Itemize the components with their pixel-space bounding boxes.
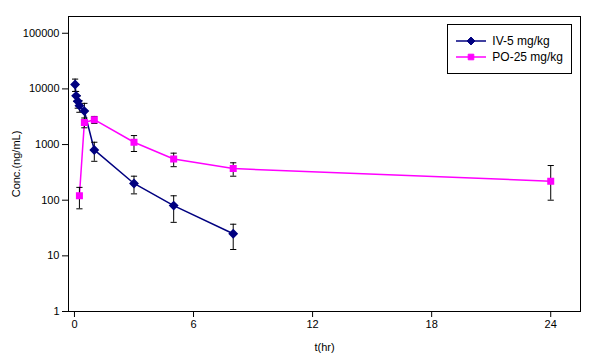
svg-text:1000: 1000 (35, 138, 59, 150)
svg-text:12: 12 (306, 318, 318, 330)
html-text:PO-25 mg/kg: PO-25 mg/kg (492, 50, 563, 64)
svg-text:t(hr): t(hr) (314, 341, 334, 353)
svg-text:18: 18 (426, 318, 438, 330)
svg-text:6: 6 (190, 318, 196, 330)
svg-text:0: 0 (71, 318, 77, 330)
svg-text:100000: 100000 (23, 27, 60, 39)
svg-text:24: 24 (545, 318, 557, 330)
svg-text:10: 10 (47, 249, 59, 261)
svg-text:1: 1 (53, 305, 59, 317)
html-text:IV-5 mg/kg: IV-5 mg/kg (492, 34, 550, 48)
svg-text:Conc.(ng/mL): Conc.(ng/mL) (10, 131, 22, 198)
svg-text:100: 100 (41, 194, 59, 206)
svg-text:10000: 10000 (29, 82, 60, 94)
